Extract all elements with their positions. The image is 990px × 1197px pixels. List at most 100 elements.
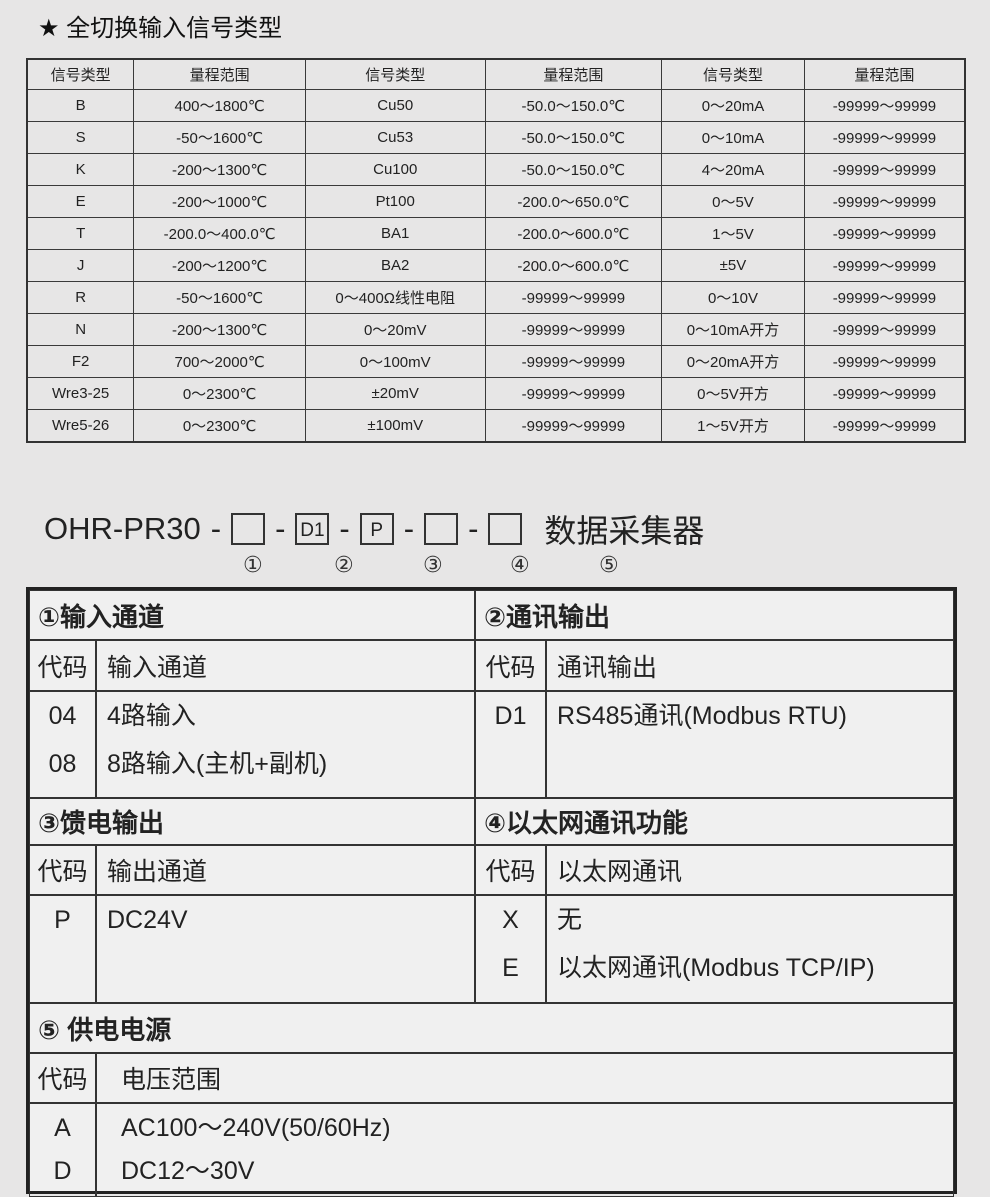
table-cell: B [26, 89, 135, 122]
table-cell: -99999～99999 [803, 153, 966, 186]
table-cell: BA1 [304, 217, 486, 250]
table-cell: 1～5V [661, 217, 805, 250]
values: 无以太网通讯(Modbus TCP/IP) [546, 895, 954, 1003]
values: DC24V [96, 895, 475, 1003]
table-cell: -99999～99999 [803, 281, 966, 314]
table-cell: -99999～99999 [803, 89, 966, 122]
table-row: F2 700～2000℃ 0～100mV -99999～99999 0～20mA开方 -9… [26, 345, 966, 378]
table-row: Wre5-26 0～2300℃ ±100mV -99999～99999 1～5V开方 -9… [26, 409, 966, 443]
code-header: 代码 [475, 640, 546, 691]
codes: P [29, 895, 96, 1003]
table-row: J -200～1200℃ BA2 -200.0～600.0℃ ±5V -99999～999… [26, 249, 966, 282]
page-title: ★ 全切换输入信号类型 [38, 15, 283, 42]
table-cell: -50～1600℃ [133, 281, 306, 314]
table-cell: 700～2000℃ [133, 345, 306, 378]
table-row: R -50～1600℃ 0～400Ω线性电阻 -99999～99999 0～10V -99… [26, 281, 966, 314]
table-cell: Cu53 [304, 121, 486, 154]
table-cell: -200～1200℃ [133, 249, 306, 282]
marker-4: ④ [510, 552, 530, 577]
table-row: N -200～1300℃ 0～20mV -99999～99999 0～10mA开方 -99… [26, 313, 966, 346]
table-cell: -200.0～650.0℃ [484, 185, 663, 218]
code-header: 代码 [29, 640, 96, 691]
values: AC100～240V(50/60Hz) DC12～30V [96, 1103, 954, 1197]
table-cell: T [26, 217, 135, 250]
table-cell: Cu50 [304, 89, 486, 122]
model-code: OHR-PR30 - - D1 - P - - 数据采集器 [44, 506, 704, 552]
model-box-2: D1 [295, 513, 330, 545]
codes: D1 [475, 691, 546, 798]
table-cell: ±20mV [304, 377, 486, 410]
table-cell: 0～400Ω线性电阻 [304, 281, 486, 314]
table-cell: E [26, 185, 135, 218]
table-cell: 0～10mA [661, 121, 805, 154]
table-cell: -200～1000℃ [133, 185, 306, 218]
table-cell: -99999～99999 [803, 121, 966, 154]
table-cell: 0～20mA开方 [661, 345, 805, 378]
model-box-5 [488, 513, 523, 545]
product-name: 数据采集器 [544, 513, 705, 549]
values: 4路输入 8路输入(主机+副机) [96, 691, 475, 798]
section-3-title: ③馈电输出 [29, 798, 475, 845]
table-cell: -200.0～400.0℃ [133, 217, 306, 250]
code-header: 代码 [29, 1053, 96, 1103]
section-5-title: ⑤ 供电电源 [29, 1003, 954, 1053]
table-row: K -200～1300℃ Cu100 -50.0～150.0℃ 4～20mA -99999… [26, 153, 966, 186]
table-cell: 0～2300℃ [133, 377, 306, 410]
column-header: 通讯输出 [546, 640, 954, 691]
table-row: B 400～1800℃ Cu50 -50.0～150.0℃ 0～20mA -99999～9… [26, 89, 966, 122]
table-cell: -99999～99999 [803, 217, 966, 250]
marker-3: ③ [423, 552, 443, 577]
table-cell: -99999～99999 [803, 409, 966, 443]
table-cell: -99999～99999 [803, 313, 966, 346]
model-prefix: OHR-PR30 [44, 511, 201, 546]
model-box-3: P [359, 513, 394, 545]
column-header: 信号类型 [304, 58, 486, 90]
table-row: T -200.0～400.0℃ BA1 -200.0～600.0℃ 1～5V -99999… [26, 217, 966, 250]
table-cell: -99999～99999 [803, 185, 966, 218]
table-cell: -99999～99999 [803, 249, 966, 282]
table-cell: Pt100 [304, 185, 486, 218]
column-header: 量程范围 [484, 58, 663, 90]
column-header: 输出通道 [96, 845, 475, 895]
section-2-title: ②通讯输出 [475, 590, 954, 640]
table-cell: 1～5V开方 [661, 409, 805, 443]
column-header: 电压范围 [96, 1053, 954, 1103]
table-row: Wre3-25 0～2300℃ ±20mV -99999～99999 0～5V开方 -99… [26, 377, 966, 410]
table-row: E -200～1000℃ Pt100 -200.0～650.0℃ 0～5V -99999～… [26, 185, 966, 218]
spec-table: ①输入通道 代码 输入通道 04 08 4路输入 8路输入(主机+副机) ②通讯输出… [26, 587, 957, 1197]
column-header: 量程范围 [133, 58, 306, 90]
table-cell: 0～20mV [304, 313, 486, 346]
table-cell: 0～10mA开方 [661, 313, 805, 346]
code-header: 代码 [475, 845, 546, 895]
table-cell: -200.0～600.0℃ [484, 249, 663, 282]
column-header: 量程范围 [803, 58, 966, 90]
table-cell: 4～20mA [661, 153, 805, 186]
signal-type-table: 信号类型 量程范围 信号类型 量程范围 信号类型 量程范围 B 400～1800℃ Cu50-… [26, 58, 966, 443]
table-cell: Wre5-26 [26, 409, 135, 443]
table-row: S -50～1600℃ Cu53 -50.0～150.0℃ 0～10mA -99999～9… [26, 121, 966, 154]
model-box-1 [231, 513, 266, 545]
table-cell: -99999～99999 [484, 409, 663, 443]
table-cell: R [26, 281, 135, 314]
table-cell: 0～100mV [304, 345, 486, 378]
table-cell: -99999～99999 [484, 281, 663, 314]
table-cell: BA2 [304, 249, 486, 282]
table-cell: -99999～99999 [803, 345, 966, 378]
code-header: 代码 [29, 845, 96, 895]
table-cell: -50～1600℃ [133, 121, 306, 154]
table-cell: Cu100 [304, 153, 486, 186]
column-header: 以太网通讯 [546, 845, 954, 895]
table-cell: ±5V [661, 249, 805, 282]
marker-1: ① [243, 552, 263, 577]
marker-5: ⑤ [599, 552, 619, 577]
table-cell: Wre3-25 [26, 377, 135, 410]
model-box-4 [424, 513, 459, 545]
table-cell: 0～5V开方 [661, 377, 805, 410]
marker-2: ② [334, 552, 354, 577]
table-cell: F2 [26, 345, 135, 378]
table-cell: -50.0～150.0℃ [484, 153, 663, 186]
table-cell: -50.0～150.0℃ [484, 89, 663, 122]
section-1-title: ①输入通道 [29, 590, 475, 640]
column-header: 输入通道 [96, 640, 475, 691]
